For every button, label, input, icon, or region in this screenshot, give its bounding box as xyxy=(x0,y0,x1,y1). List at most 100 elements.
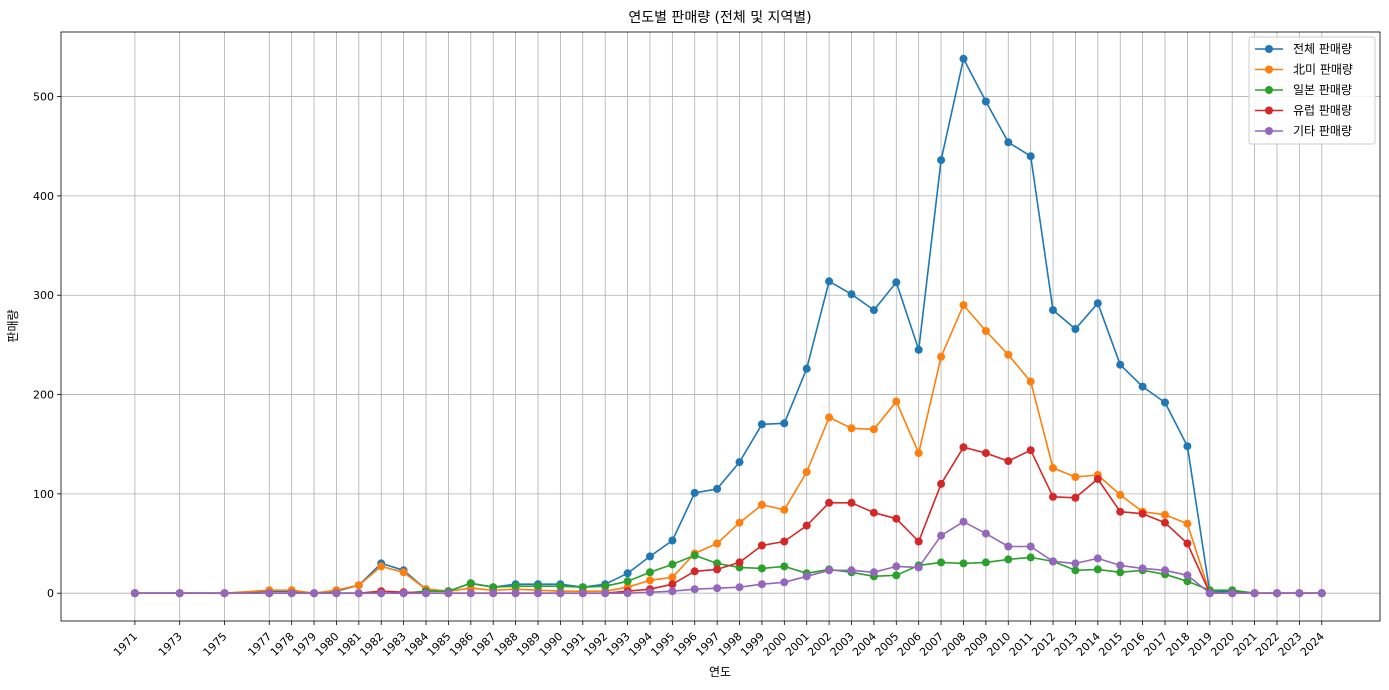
data-point xyxy=(892,278,901,287)
data-point xyxy=(1026,553,1035,562)
legend-item: 유럽 판매량 xyxy=(1255,104,1352,118)
data-point xyxy=(399,589,408,598)
x-tick-label: 1986 xyxy=(447,630,476,659)
legend-label: 北미 판매량 xyxy=(1293,63,1353,77)
data-point xyxy=(1161,566,1169,575)
data-point xyxy=(937,479,946,488)
data-point xyxy=(377,589,386,598)
x-tick-label: 1994 xyxy=(626,630,655,659)
x-tick-label: 2005 xyxy=(872,630,901,659)
data-point xyxy=(1071,566,1080,575)
x-tick-label: 2018 xyxy=(1164,630,1193,659)
data-point xyxy=(757,564,766,573)
y-axis-ticks: 0 100 200 300 400 500 xyxy=(33,91,61,600)
data-point xyxy=(332,589,341,598)
x-tick-label: 1982 xyxy=(357,630,386,659)
data-point xyxy=(1116,568,1125,577)
data-point xyxy=(780,505,789,514)
data-point xyxy=(601,589,610,598)
data-point xyxy=(287,589,296,598)
legend-item: 일본 판매량 xyxy=(1255,83,1352,97)
x-tick-label: 2008 xyxy=(940,630,969,659)
legend-label: 기타 판매량 xyxy=(1293,124,1352,138)
data-point xyxy=(780,578,789,587)
data-point xyxy=(937,352,946,361)
data-point xyxy=(1049,306,1057,315)
data-point xyxy=(1049,492,1057,501)
legend-label: 유럽 판매량 xyxy=(1293,104,1352,118)
data-point xyxy=(1183,577,1192,586)
data-point xyxy=(802,364,811,373)
x-tick-label: 1979 xyxy=(290,630,319,659)
data-point xyxy=(1295,589,1304,598)
data-point xyxy=(981,97,990,106)
x-tick-label: 2013 xyxy=(1052,630,1081,659)
data-point xyxy=(511,582,520,591)
data-point xyxy=(354,581,363,590)
x-tick-label: 2010 xyxy=(984,630,1013,659)
data-point xyxy=(892,571,901,580)
data-point xyxy=(1049,557,1057,566)
data-point xyxy=(646,568,654,577)
data-point xyxy=(981,327,990,335)
data-point xyxy=(937,156,946,165)
data-point xyxy=(1093,554,1102,563)
legend-label: 일본 판매량 xyxy=(1293,83,1352,97)
series-group xyxy=(130,54,1326,598)
data-point xyxy=(802,521,811,530)
x-tick-label: 1991 xyxy=(559,630,588,659)
data-point xyxy=(1273,589,1281,598)
data-point xyxy=(1071,559,1080,568)
data-point xyxy=(892,514,901,523)
data-point xyxy=(847,424,856,433)
data-point xyxy=(646,552,654,561)
legend-item: 北미 판매량 xyxy=(1255,63,1353,77)
y-tick-label: 300 xyxy=(33,289,54,302)
x-tick-label: 1971 xyxy=(111,630,140,659)
data-point xyxy=(847,290,856,299)
data-point xyxy=(1205,589,1214,598)
x-tick-label: 1977 xyxy=(245,630,274,659)
data-point xyxy=(780,537,789,546)
data-point xyxy=(780,562,789,571)
data-point xyxy=(578,589,587,598)
x-tick-label: 2012 xyxy=(1029,630,1058,659)
data-point xyxy=(1026,542,1035,551)
data-point xyxy=(1004,138,1013,147)
data-point xyxy=(1049,464,1057,472)
x-tick-label: 1988 xyxy=(492,630,521,659)
data-point xyxy=(757,580,766,589)
data-point xyxy=(668,580,677,589)
data-point xyxy=(914,449,923,458)
series-3 xyxy=(130,551,1326,598)
data-point xyxy=(690,567,699,576)
y-tick-label: 100 xyxy=(33,488,54,501)
data-point xyxy=(825,413,834,422)
x-tick-label: 2019 xyxy=(1186,630,1215,659)
data-point xyxy=(1161,398,1169,407)
data-point xyxy=(1116,490,1125,499)
data-point xyxy=(1161,510,1169,519)
data-point xyxy=(265,589,274,598)
data-point xyxy=(690,585,699,594)
x-tick-label: 1992 xyxy=(581,630,610,659)
data-point xyxy=(668,560,677,569)
x-tick-label: 2023 xyxy=(1276,630,1305,659)
data-point xyxy=(534,582,542,591)
x-tick-label: 1978 xyxy=(268,630,297,659)
data-point xyxy=(914,537,923,546)
y-axis-title: 판매량 xyxy=(6,309,20,342)
data-point xyxy=(489,583,498,592)
data-point xyxy=(892,562,901,571)
data-point xyxy=(713,484,722,493)
data-point xyxy=(668,536,677,545)
legend-box xyxy=(1248,36,1376,145)
data-point xyxy=(981,558,990,567)
x-tick-label: 1985 xyxy=(425,630,454,659)
data-point xyxy=(981,449,990,458)
data-point xyxy=(130,589,139,598)
data-point xyxy=(937,558,946,567)
data-point xyxy=(713,539,722,548)
data-point xyxy=(959,443,968,452)
